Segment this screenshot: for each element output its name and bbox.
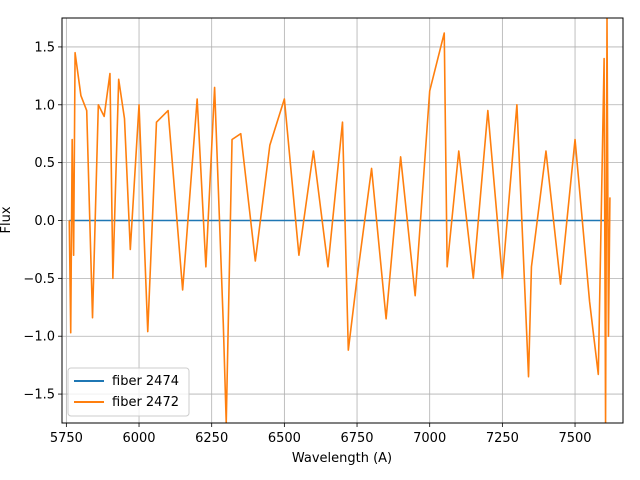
series-line-fiber-2472 <box>68 18 611 423</box>
x-tick-label: 7000 <box>413 431 446 446</box>
x-tick-label: 6000 <box>122 431 155 446</box>
y-tick-label: 1.0 <box>34 98 55 113</box>
y-tick-label: 0.0 <box>34 214 55 229</box>
y-tick-label: 0.5 <box>34 156 55 171</box>
x-tick-label: 7500 <box>558 431 591 446</box>
tick-layer: 5750 6000 6250 6500 6750 7000 7250 7500 −1.5 −1.0… <box>23 40 591 446</box>
y-tick-label: −0.5 <box>23 272 55 287</box>
x-tick-label: 5750 <box>50 431 83 446</box>
legend-label-fiber-2472: fiber 2472 <box>112 395 179 410</box>
legend-label-fiber-2474: fiber 2474 <box>112 374 179 389</box>
x-tick-label: 6500 <box>268 431 301 446</box>
series-layer <box>68 18 611 423</box>
y-tick-label: 1.5 <box>34 40 55 55</box>
x-axis-label: Wavelength (A) <box>292 451 392 466</box>
y-axis-label: Flux <box>0 206 14 233</box>
y-tick-label: −1.5 <box>23 388 55 403</box>
y-tick-label: −1.0 <box>23 330 55 345</box>
x-tick-label: 6250 <box>195 431 228 446</box>
x-tick-label: 7250 <box>486 431 519 446</box>
legend: fiber 2474 fiber 2472 <box>67 367 190 417</box>
x-tick-label: 6750 <box>340 431 373 446</box>
